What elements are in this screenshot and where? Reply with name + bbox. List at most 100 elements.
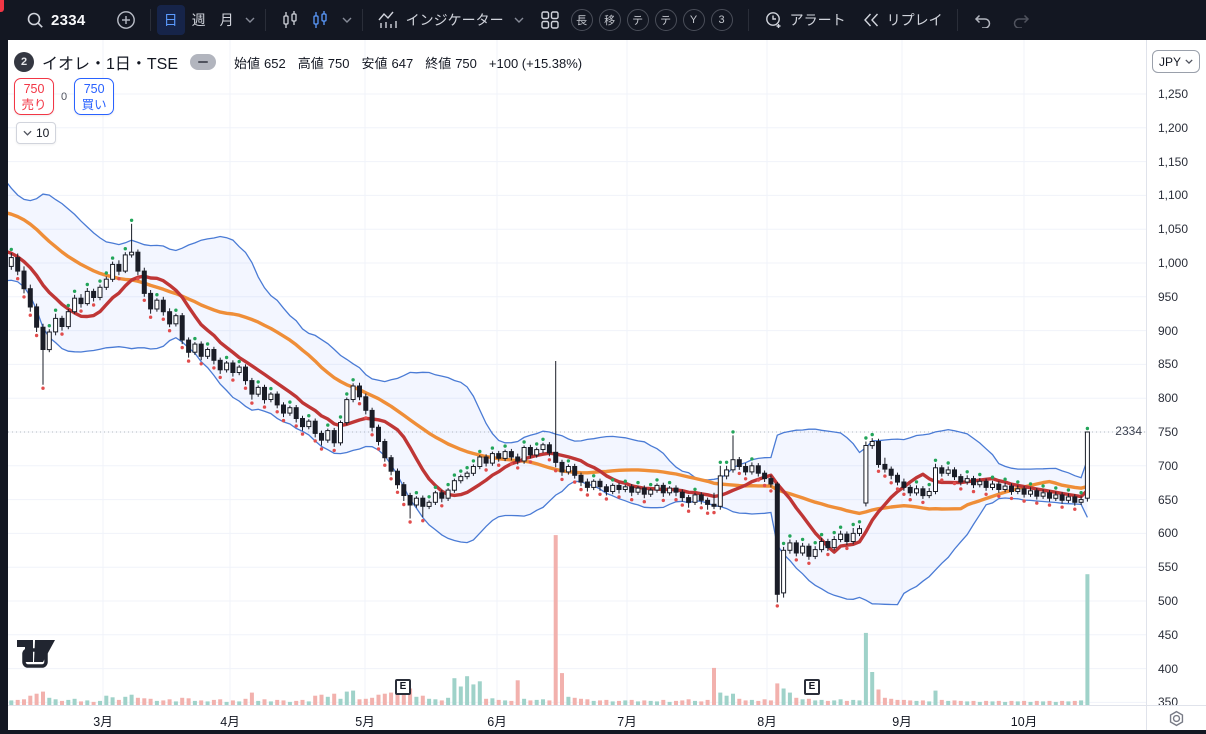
earnings-marker[interactable]: E (395, 679, 411, 695)
toolbar-separator (149, 9, 151, 31)
month-label: 4月 (220, 715, 240, 729)
price-tick: 750 (1158, 425, 1179, 439)
hide-symbol-button[interactable] (190, 54, 217, 70)
bottom-window-edge (0, 730, 1206, 734)
replay-rewind-icon (863, 13, 878, 27)
toolbar-separator (747, 9, 749, 31)
month-label: 9月 (892, 715, 912, 729)
quick-badge-ma[interactable]: 移 (598, 9, 621, 31)
toolbar-separator (361, 9, 363, 31)
price-tick: 900 (1158, 323, 1179, 338)
time-axis[interactable]: 3月 4月 5月 6月 7月 8月 9月 10月 (8, 705, 1146, 730)
currency-toggle-button[interactable]: JPY (1152, 50, 1200, 73)
interval-month-button[interactable]: 月 (219, 12, 234, 28)
toolbar-separator (956, 9, 958, 31)
price-tick: 1,150 (1158, 154, 1189, 169)
indicators-button[interactable]: インジケーター (369, 5, 512, 35)
month-label: 8月 (757, 715, 777, 729)
notification-badge (0, 0, 4, 12)
price-tick: 550 (1158, 560, 1179, 575)
quick-badge-y[interactable]: Y (682, 9, 705, 31)
ma-period-dropdown[interactable]: 10 (16, 122, 57, 144)
month-label: 7月 (617, 715, 637, 729)
buy-price: 750 (83, 82, 105, 96)
month-label: 3月 (93, 715, 113, 729)
axis-settings-corner[interactable] (1146, 705, 1206, 730)
layout-grid-icon (540, 11, 559, 29)
price-tick: 850 (1158, 357, 1179, 372)
earnings-marker[interactable]: E (804, 679, 820, 695)
symbol-price-label: 2334 (1115, 424, 1142, 438)
tradingview-logo (16, 636, 56, 677)
chart-pane[interactable]: 2 イオレ・1日・TSE 始値 652 高値 750 安値 647 終値 750 +10… (8, 40, 1146, 705)
price-tick: 650 (1158, 492, 1179, 507)
high-label: 高値 (297, 55, 324, 71)
redo-icon (1013, 14, 1029, 28)
symbol-search-button[interactable]: 2334 (18, 5, 94, 35)
price-chart-canvas[interactable] (8, 40, 1146, 705)
compare-add-button[interactable] (108, 5, 144, 35)
price-tick: 950 (1158, 289, 1179, 304)
alert-button[interactable]: アラート (755, 5, 854, 35)
low-value: 647 (391, 55, 414, 71)
undo-button[interactable] (964, 5, 1002, 35)
plus-circle-icon (116, 11, 135, 29)
replay-button[interactable]: リプレイ (854, 5, 951, 35)
chart-type-chevron-down-icon[interactable] (342, 17, 352, 23)
top-toolbar: 2334 日 週 月 インジケーター 長 移 テ テ Y (0, 0, 1206, 40)
chevron-down-icon (1185, 59, 1193, 64)
symbol-logo: 2 (14, 52, 34, 72)
buy-button[interactable]: 750 買い (74, 78, 115, 115)
symbol-legend: 2 イオレ・1日・TSE 始値 652 高値 750 安値 647 終値 750 +10… (14, 50, 582, 74)
quick-badge-te2[interactable]: テ (654, 9, 677, 31)
ma-period-value: 10 (36, 126, 50, 140)
quick-badge-long[interactable]: 長 (570, 9, 593, 31)
quick-badge-te1[interactable]: テ (626, 9, 649, 31)
month-label: 6月 (487, 715, 507, 729)
close-value: 750 (455, 55, 477, 71)
minus-icon (198, 61, 209, 63)
redo-button[interactable] (1002, 5, 1040, 35)
interval-chevron-down-icon[interactable] (245, 17, 255, 23)
open-value: 652 (264, 55, 286, 71)
layout-grid-button[interactable] (532, 5, 568, 35)
price-tick: 600 (1158, 526, 1179, 541)
sell-price: 750 (23, 82, 45, 96)
scale-settings-icon (1169, 710, 1184, 726)
price-tick: 1,000 (1158, 256, 1189, 270)
indicators-chevron-down-icon[interactable] (514, 17, 524, 23)
chart-type-candles-button[interactable] (308, 5, 338, 35)
open-label: 始値 (234, 55, 261, 71)
toolbar-separator (264, 9, 266, 31)
left-window-edge (0, 40, 8, 734)
ohlc-values: 始値 652 高値 750 安値 647 終値 750 +100 (+15.38%) (234, 53, 582, 72)
indicators-icon (378, 11, 397, 28)
close-label: 終値 (425, 55, 452, 71)
alarm-clock-icon (765, 12, 781, 28)
sell-button[interactable]: 750 売り (14, 78, 54, 115)
spread-value: 0 (61, 90, 68, 103)
price-tick: 800 (1158, 391, 1179, 406)
alert-label: アラート (789, 12, 846, 28)
price-tick: 1,200 (1158, 120, 1189, 135)
trade-panel: 750 売り 0 750 買い (14, 78, 115, 115)
price-tick: 500 (1158, 594, 1179, 608)
price-tick: 450 (1158, 627, 1179, 642)
interval-week-button[interactable]: 週 (191, 12, 206, 28)
currency-label: JPY (1158, 54, 1181, 69)
symbol-title[interactable]: イオレ・1日・TSE (42, 56, 179, 73)
low-label: 安値 (361, 55, 388, 71)
buy-label: 買い (81, 97, 107, 112)
chart-type-bars-button[interactable] (272, 5, 308, 35)
price-axis[interactable]: JPY 1,250 1,200 1,150 1,100 1,050 1,000 950 900… (1146, 40, 1206, 709)
price-tick: 1,250 (1158, 87, 1189, 101)
price-tick: 400 (1158, 661, 1179, 676)
interval-day-button[interactable]: 日 (156, 5, 185, 35)
sell-label: 売り (21, 97, 47, 112)
change-value: +100 (+15.38%) (488, 55, 583, 71)
indicators-label: インジケーター (405, 12, 504, 28)
undo-icon (974, 14, 990, 28)
quick-badge-3[interactable]: 3 (710, 9, 733, 31)
high-value: 750 (327, 55, 350, 71)
